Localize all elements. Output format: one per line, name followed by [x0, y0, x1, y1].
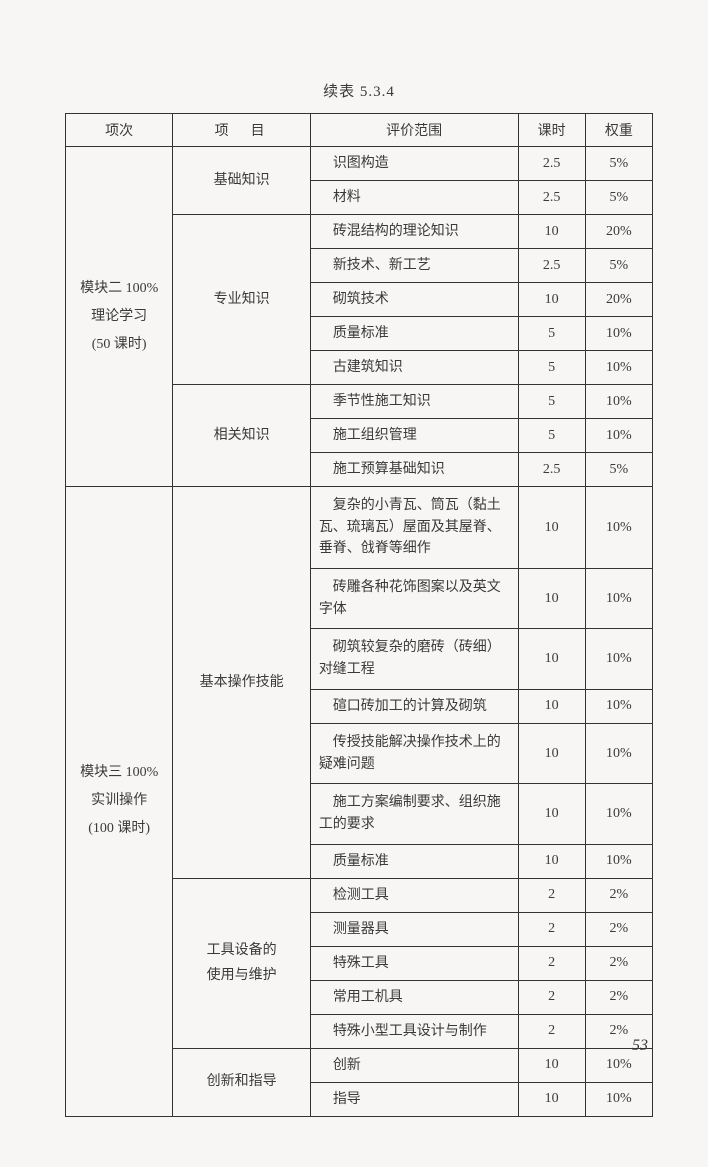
- section-cell: 基础知识: [173, 147, 310, 215]
- module-cell: 模块三 100%实训操作(100 课时): [66, 487, 173, 1117]
- weight-cell: 10%: [585, 385, 652, 419]
- weight-cell: 10%: [585, 317, 652, 351]
- scope-cell: 新技术、新工艺: [310, 249, 518, 283]
- scope-cell: 材料: [310, 181, 518, 215]
- weight-cell: 2%: [585, 946, 652, 980]
- assessment-table: 项次 项 目 评价范围 课时 权重 模块二 100%理论学习(50 课时)基础知…: [65, 113, 653, 1117]
- weight-cell: 10%: [585, 629, 652, 689]
- weight-cell: 5%: [585, 181, 652, 215]
- scope-cell: 砌筑技术: [310, 283, 518, 317]
- scope-cell: 创新: [310, 1048, 518, 1082]
- weight-cell: 20%: [585, 215, 652, 249]
- hours-cell: 5: [518, 351, 585, 385]
- weight-cell: 10%: [585, 487, 652, 569]
- scope-cell: 特殊工具: [310, 946, 518, 980]
- table-caption: 续表 5.3.4: [65, 80, 653, 101]
- table-header-row: 项次 项 目 评价范围 课时 权重: [66, 114, 653, 147]
- scope-cell: 砖混结构的理论知识: [310, 215, 518, 249]
- section-cell: 基本操作技能: [173, 487, 310, 879]
- scope-cell: 施工方案编制要求、组织施工的要求: [310, 784, 518, 844]
- hours-cell: 10: [518, 1048, 585, 1082]
- scope-cell: 砖雕各种花饰图案以及英文字体: [310, 569, 518, 629]
- hours-cell: 10: [518, 1082, 585, 1116]
- hours-cell: 10: [518, 844, 585, 878]
- weight-cell: 5%: [585, 453, 652, 487]
- scope-cell: 特殊小型工具设计与制作: [310, 1014, 518, 1048]
- section-cell: 专业知识: [173, 215, 310, 385]
- hours-cell: 2: [518, 912, 585, 946]
- scope-cell: 质量标准: [310, 844, 518, 878]
- weight-cell: 10%: [585, 569, 652, 629]
- page-number: 53: [632, 1037, 648, 1055]
- scope-cell: 质量标准: [310, 317, 518, 351]
- section-cell: 工具设备的使用与维护: [173, 878, 310, 1048]
- scope-cell: 碹口砖加工的计算及砌筑: [310, 689, 518, 723]
- scope-cell: 古建筑知识: [310, 351, 518, 385]
- scope-cell: 检测工具: [310, 878, 518, 912]
- hours-cell: 10: [518, 283, 585, 317]
- section-cell: 创新和指导: [173, 1048, 310, 1116]
- hours-cell: 10: [518, 723, 585, 783]
- header-col4: 课时: [518, 114, 585, 147]
- weight-cell: 10%: [585, 351, 652, 385]
- scope-cell: 复杂的小青瓦、筒瓦（黏土瓦、琉璃瓦）屋面及其屋脊、垂脊、戗脊等细作: [310, 487, 518, 569]
- scope-cell: 施工预算基础知识: [310, 453, 518, 487]
- scope-cell: 传授技能解决操作技术上的疑难问题: [310, 723, 518, 783]
- weight-cell: 10%: [585, 844, 652, 878]
- hours-cell: 5: [518, 419, 585, 453]
- table-row: 模块二 100%理论学习(50 课时)基础知识识图构造2.55%: [66, 147, 653, 181]
- section-cell: 相关知识: [173, 385, 310, 487]
- scope-cell: 砌筑较复杂的磨砖（砖细）对缝工程: [310, 629, 518, 689]
- hours-cell: 2: [518, 946, 585, 980]
- hours-cell: 10: [518, 629, 585, 689]
- table-row: 模块三 100%实训操作(100 课时)基本操作技能 复杂的小青瓦、筒瓦（黏土瓦…: [66, 487, 653, 569]
- module-cell: 模块二 100%理论学习(50 课时): [66, 147, 173, 487]
- header-col5: 权重: [585, 114, 652, 147]
- hours-cell: 2: [518, 1014, 585, 1048]
- weight-cell: 10%: [585, 784, 652, 844]
- weight-cell: 2%: [585, 912, 652, 946]
- scope-cell: 测量器具: [310, 912, 518, 946]
- hours-cell: 10: [518, 569, 585, 629]
- weight-cell: 5%: [585, 147, 652, 181]
- header-col1: 项次: [66, 114, 173, 147]
- weight-cell: 2%: [585, 878, 652, 912]
- weight-cell: 10%: [585, 1082, 652, 1116]
- hours-cell: 2.5: [518, 181, 585, 215]
- hours-cell: 2.5: [518, 147, 585, 181]
- weight-cell: 10%: [585, 689, 652, 723]
- hours-cell: 2.5: [518, 249, 585, 283]
- hours-cell: 5: [518, 317, 585, 351]
- scope-cell: 识图构造: [310, 147, 518, 181]
- hours-cell: 2.5: [518, 453, 585, 487]
- scope-cell: 季节性施工知识: [310, 385, 518, 419]
- weight-cell: 20%: [585, 283, 652, 317]
- hours-cell: 2: [518, 980, 585, 1014]
- header-col2: 项 目: [173, 114, 310, 147]
- scope-cell: 常用工机具: [310, 980, 518, 1014]
- hours-cell: 10: [518, 689, 585, 723]
- weight-cell: 10%: [585, 419, 652, 453]
- hours-cell: 10: [518, 784, 585, 844]
- hours-cell: 2: [518, 878, 585, 912]
- hours-cell: 10: [518, 215, 585, 249]
- weight-cell: 5%: [585, 249, 652, 283]
- hours-cell: 5: [518, 385, 585, 419]
- weight-cell: 10%: [585, 723, 652, 783]
- weight-cell: 2%: [585, 980, 652, 1014]
- scope-cell: 施工组织管理: [310, 419, 518, 453]
- hours-cell: 10: [518, 487, 585, 569]
- header-col3: 评价范围: [310, 114, 518, 147]
- scope-cell: 指导: [310, 1082, 518, 1116]
